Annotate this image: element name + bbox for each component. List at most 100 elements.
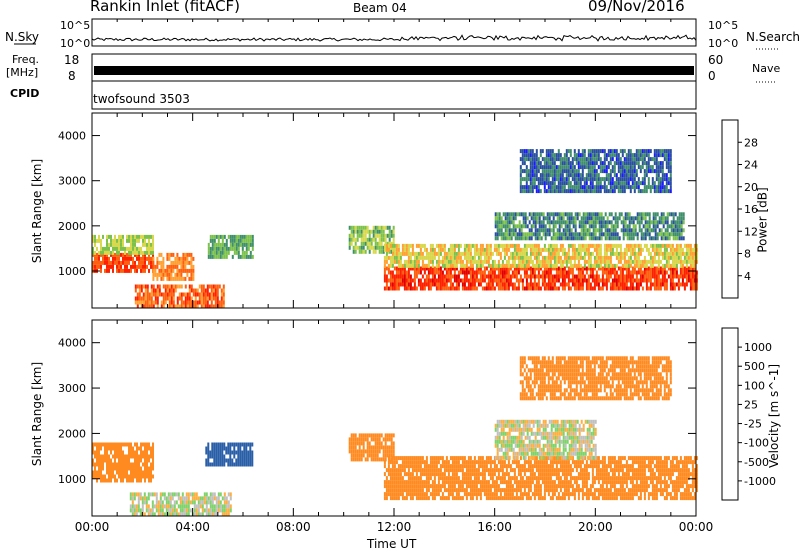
power-cell xyxy=(481,270,484,275)
power-cell xyxy=(555,169,558,174)
power-cell xyxy=(241,242,244,247)
power-cell xyxy=(124,256,126,261)
power-cell xyxy=(174,264,177,269)
power-cell xyxy=(611,165,614,170)
power-cell xyxy=(584,228,587,233)
power-cell xyxy=(184,256,187,261)
power-cell xyxy=(609,247,612,252)
power-cell xyxy=(389,278,392,283)
power-cell xyxy=(630,228,633,233)
velocity-cell xyxy=(241,454,244,459)
power-cell xyxy=(429,255,432,260)
power-cell xyxy=(497,274,500,279)
velocity-cell xyxy=(201,500,204,505)
velocity-cell xyxy=(92,458,94,463)
power-cell xyxy=(352,249,355,254)
velocity-cell xyxy=(144,466,146,471)
power-cell xyxy=(573,173,576,178)
power-cell xyxy=(150,296,153,301)
power-cell xyxy=(415,251,418,256)
power-cell xyxy=(585,286,588,291)
power-cell xyxy=(380,249,383,254)
power-cell xyxy=(578,236,581,241)
power-cell xyxy=(574,224,577,229)
power-cell xyxy=(655,161,658,166)
power-cell xyxy=(557,173,560,178)
velocity-cell xyxy=(110,474,112,479)
power-cell xyxy=(589,185,592,190)
velocity-cell xyxy=(247,458,250,463)
power-cell xyxy=(661,165,664,170)
power-cell xyxy=(580,216,583,221)
velocity-cell xyxy=(221,512,224,517)
power-cell xyxy=(549,169,552,174)
power-cell xyxy=(621,270,624,275)
velocity-cell xyxy=(455,496,458,501)
power-cell xyxy=(523,149,526,154)
power-cell xyxy=(383,263,386,268)
power-cell xyxy=(587,169,590,174)
power-cell xyxy=(535,169,538,174)
velocity-cell xyxy=(171,512,174,517)
power-cell xyxy=(475,263,478,268)
velocity-cell xyxy=(441,480,444,485)
power-cell xyxy=(457,251,460,256)
power-cell xyxy=(637,185,640,190)
power-cell xyxy=(545,282,548,287)
velocity-cell xyxy=(92,450,94,455)
power-cell xyxy=(409,282,412,287)
power-cell xyxy=(597,255,600,260)
velocity-cell xyxy=(163,504,166,509)
power-cell xyxy=(138,296,141,301)
power-cell xyxy=(638,224,641,229)
power-cell xyxy=(491,266,494,271)
power-cell xyxy=(519,173,522,178)
velocity-cell xyxy=(169,496,172,501)
power-cell xyxy=(481,243,484,248)
power-cell xyxy=(188,288,191,293)
power-cell xyxy=(616,236,619,241)
power-cell xyxy=(136,296,139,301)
power-cell xyxy=(617,259,620,264)
power-cell xyxy=(533,247,536,252)
power-cell xyxy=(557,153,560,158)
power-cell xyxy=(655,247,658,252)
power-cell xyxy=(505,243,508,248)
velocity-cell xyxy=(415,456,418,461)
power-cell xyxy=(641,286,644,291)
power-cell xyxy=(385,243,388,248)
power-cell xyxy=(144,260,146,265)
power-cell xyxy=(569,266,572,271)
velocity-cell xyxy=(393,456,396,461)
power-cell xyxy=(407,243,410,248)
power-cell xyxy=(669,165,672,170)
power-cell xyxy=(563,270,566,275)
power-cell xyxy=(144,234,146,239)
power-cell xyxy=(693,243,696,248)
power-cell xyxy=(659,181,662,186)
power-cell xyxy=(152,268,155,273)
power-cell xyxy=(609,173,612,178)
power-cell xyxy=(653,278,656,283)
power-cell xyxy=(636,220,639,225)
power-cell xyxy=(239,254,242,259)
velocity-cell xyxy=(391,488,394,493)
power-cell xyxy=(550,228,553,233)
power-cell xyxy=(471,270,474,275)
power-cell xyxy=(124,268,126,273)
power-cell xyxy=(563,255,566,260)
power-cell xyxy=(235,242,238,247)
power-cell xyxy=(489,251,492,256)
power-cell xyxy=(576,232,579,237)
power-cell xyxy=(146,250,148,255)
power-cell xyxy=(166,276,169,281)
velocity-cell xyxy=(479,480,482,485)
velocity-cell xyxy=(215,504,218,509)
power-cell xyxy=(628,216,631,221)
power-cell xyxy=(548,220,551,225)
power-cell xyxy=(571,185,574,190)
velocity-cell xyxy=(150,470,152,475)
power-cell xyxy=(614,236,617,241)
power-cell xyxy=(627,177,630,182)
power-cell xyxy=(617,274,620,279)
